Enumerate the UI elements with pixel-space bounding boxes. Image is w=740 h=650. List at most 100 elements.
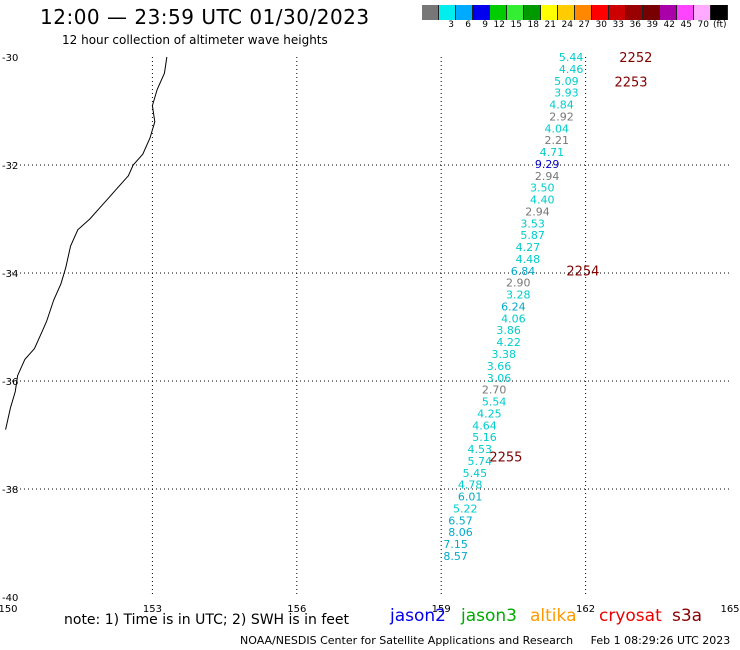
swh-label: 3.50 (530, 182, 555, 195)
footer-credit: NOAA/NESDIS Center for Satellite Applica… (240, 634, 730, 647)
legend-cryosat: cryosat (599, 606, 662, 626)
swh-label: 5.74 (467, 455, 492, 468)
swh-label: 5.45 (463, 467, 488, 480)
scale-swatch (439, 5, 456, 20)
swh-label: 3.28 (506, 289, 531, 302)
scale-unit: (ft) (713, 20, 727, 30)
scale-tick-label: 21 (544, 20, 556, 30)
scale-tick-label: 70 (697, 20, 709, 30)
color-scale: 3 6 9 12 15 18 21 24 27 30 33 36 39 42 45 70 (ft) (422, 5, 728, 30)
scale-tick-label: 33 (612, 20, 624, 30)
scale-tick-label: 36 (629, 20, 641, 30)
scale-swatch (592, 5, 609, 20)
swh-label: 2.90 (506, 277, 531, 290)
swh-label: 2.92 (549, 110, 574, 123)
swh-label: 4.84 (549, 99, 574, 112)
swh-label: 4.25 (477, 407, 502, 420)
y-tick-label: -30 (2, 53, 18, 64)
scale-tick-label: 9 (482, 20, 488, 30)
x-tick-label: 156 (287, 604, 306, 615)
swh-label: 4.71 (540, 146, 565, 159)
time-label: 2252 (619, 51, 652, 66)
scale-tick-label: 45 (680, 20, 692, 30)
scale-swatch (422, 5, 439, 20)
swh-label: 5.22 (453, 502, 478, 515)
scale-swatch (575, 5, 592, 20)
swh-label: 9.29 (535, 158, 560, 171)
swh-label: 3.06 (487, 372, 512, 385)
swh-label: 4.64 (472, 419, 497, 432)
legend-jason2: jason2 (390, 606, 446, 626)
scale-swatch (507, 5, 524, 20)
swh-label: 4.48 (516, 253, 541, 266)
swh-label: 3.93 (554, 87, 579, 100)
scale-tick-label: 27 (578, 20, 590, 30)
x-tick-label: 153 (143, 604, 162, 615)
scale-tick-label: 15 (510, 20, 522, 30)
swh-label: 5.54 (482, 396, 507, 409)
scale-tick-label: 3 (448, 20, 454, 30)
scale-tick-label: 24 (561, 20, 573, 30)
scale-swatch (473, 5, 490, 20)
scale-swatch (660, 5, 677, 20)
y-tick-label: -32 (2, 161, 18, 172)
scale-swatch (643, 5, 660, 20)
swh-label: 6.01 (458, 491, 483, 504)
swh-label: 3.86 (496, 324, 521, 337)
legend-jason3: jason3 (461, 606, 517, 626)
swh-label: 8.57 (443, 550, 468, 563)
swh-label: 2.21 (544, 134, 569, 147)
y-tick-label: -34 (2, 269, 18, 280)
scale-swatch (558, 5, 575, 20)
scale-tick-label: 6 (465, 20, 471, 30)
swh-label: 3.53 (520, 217, 545, 230)
swh-label: 4.40 (530, 194, 555, 207)
swh-label: 3.66 (487, 360, 512, 373)
swh-label: 2.70 (482, 384, 507, 397)
credit-text: NOAA/NESDIS Center for Satellite Applica… (240, 634, 574, 647)
swh-label: 4.78 (458, 479, 483, 492)
swh-label: 7.15 (443, 538, 468, 551)
swh-label: 5.09 (554, 75, 579, 88)
scale-swatch (456, 5, 473, 20)
y-tick-label: -38 (2, 485, 18, 496)
scale-swatch (609, 5, 626, 20)
swh-label: 4.27 (516, 241, 541, 254)
scale-swatch (694, 5, 711, 20)
swh-label: 5.87 (520, 229, 545, 242)
swh-label: 2.94 (525, 205, 550, 218)
y-tick-label: -40 (2, 593, 18, 604)
swh-label: 4.06 (501, 312, 526, 325)
color-scale-ticks: 3 6 9 12 15 18 21 24 27 30 33 36 39 42 45 70 (ft) (422, 20, 728, 30)
scale-tick-label: 39 (646, 20, 658, 30)
swh-label: 6.84 (511, 265, 536, 278)
swh-label: 5.16 (472, 431, 497, 444)
scale-swatch (626, 5, 643, 20)
scale-tick-label: 30 (595, 20, 607, 30)
x-tick-label: 162 (576, 604, 595, 615)
swh-label: 5.44 (559, 51, 584, 64)
swh-label: 3.38 (492, 348, 517, 361)
coastline (5, 56, 168, 430)
legend-s3a: s3a (672, 606, 703, 626)
timestamp-text: Feb 1 08:29:26 UTC 2023 (590, 634, 731, 647)
scale-swatch (711, 5, 728, 20)
scale-tick-label: 18 (527, 20, 539, 30)
scale-swatch (541, 5, 558, 20)
footer-note: note: 1) Time is in UTC; 2) SWH is in fe… (64, 612, 350, 628)
x-tick-label: 150 (0, 604, 18, 615)
scale-swatch (677, 5, 694, 20)
swh-label: 4.53 (467, 443, 492, 456)
swh-label: 8.06 (448, 526, 473, 539)
scale-swatch (524, 5, 541, 20)
scale-tick-label: 42 (663, 20, 675, 30)
time-label: 2253 (614, 75, 647, 90)
swh-label: 4.22 (496, 336, 521, 349)
swh-label: 6.24 (501, 300, 526, 313)
legend-altika: altika (530, 606, 577, 626)
x-tick-label: 159 (432, 604, 451, 615)
time-label: 2255 (489, 451, 522, 466)
y-tick-label: -36 (2, 377, 18, 388)
x-tick-label: 165 (720, 604, 739, 615)
